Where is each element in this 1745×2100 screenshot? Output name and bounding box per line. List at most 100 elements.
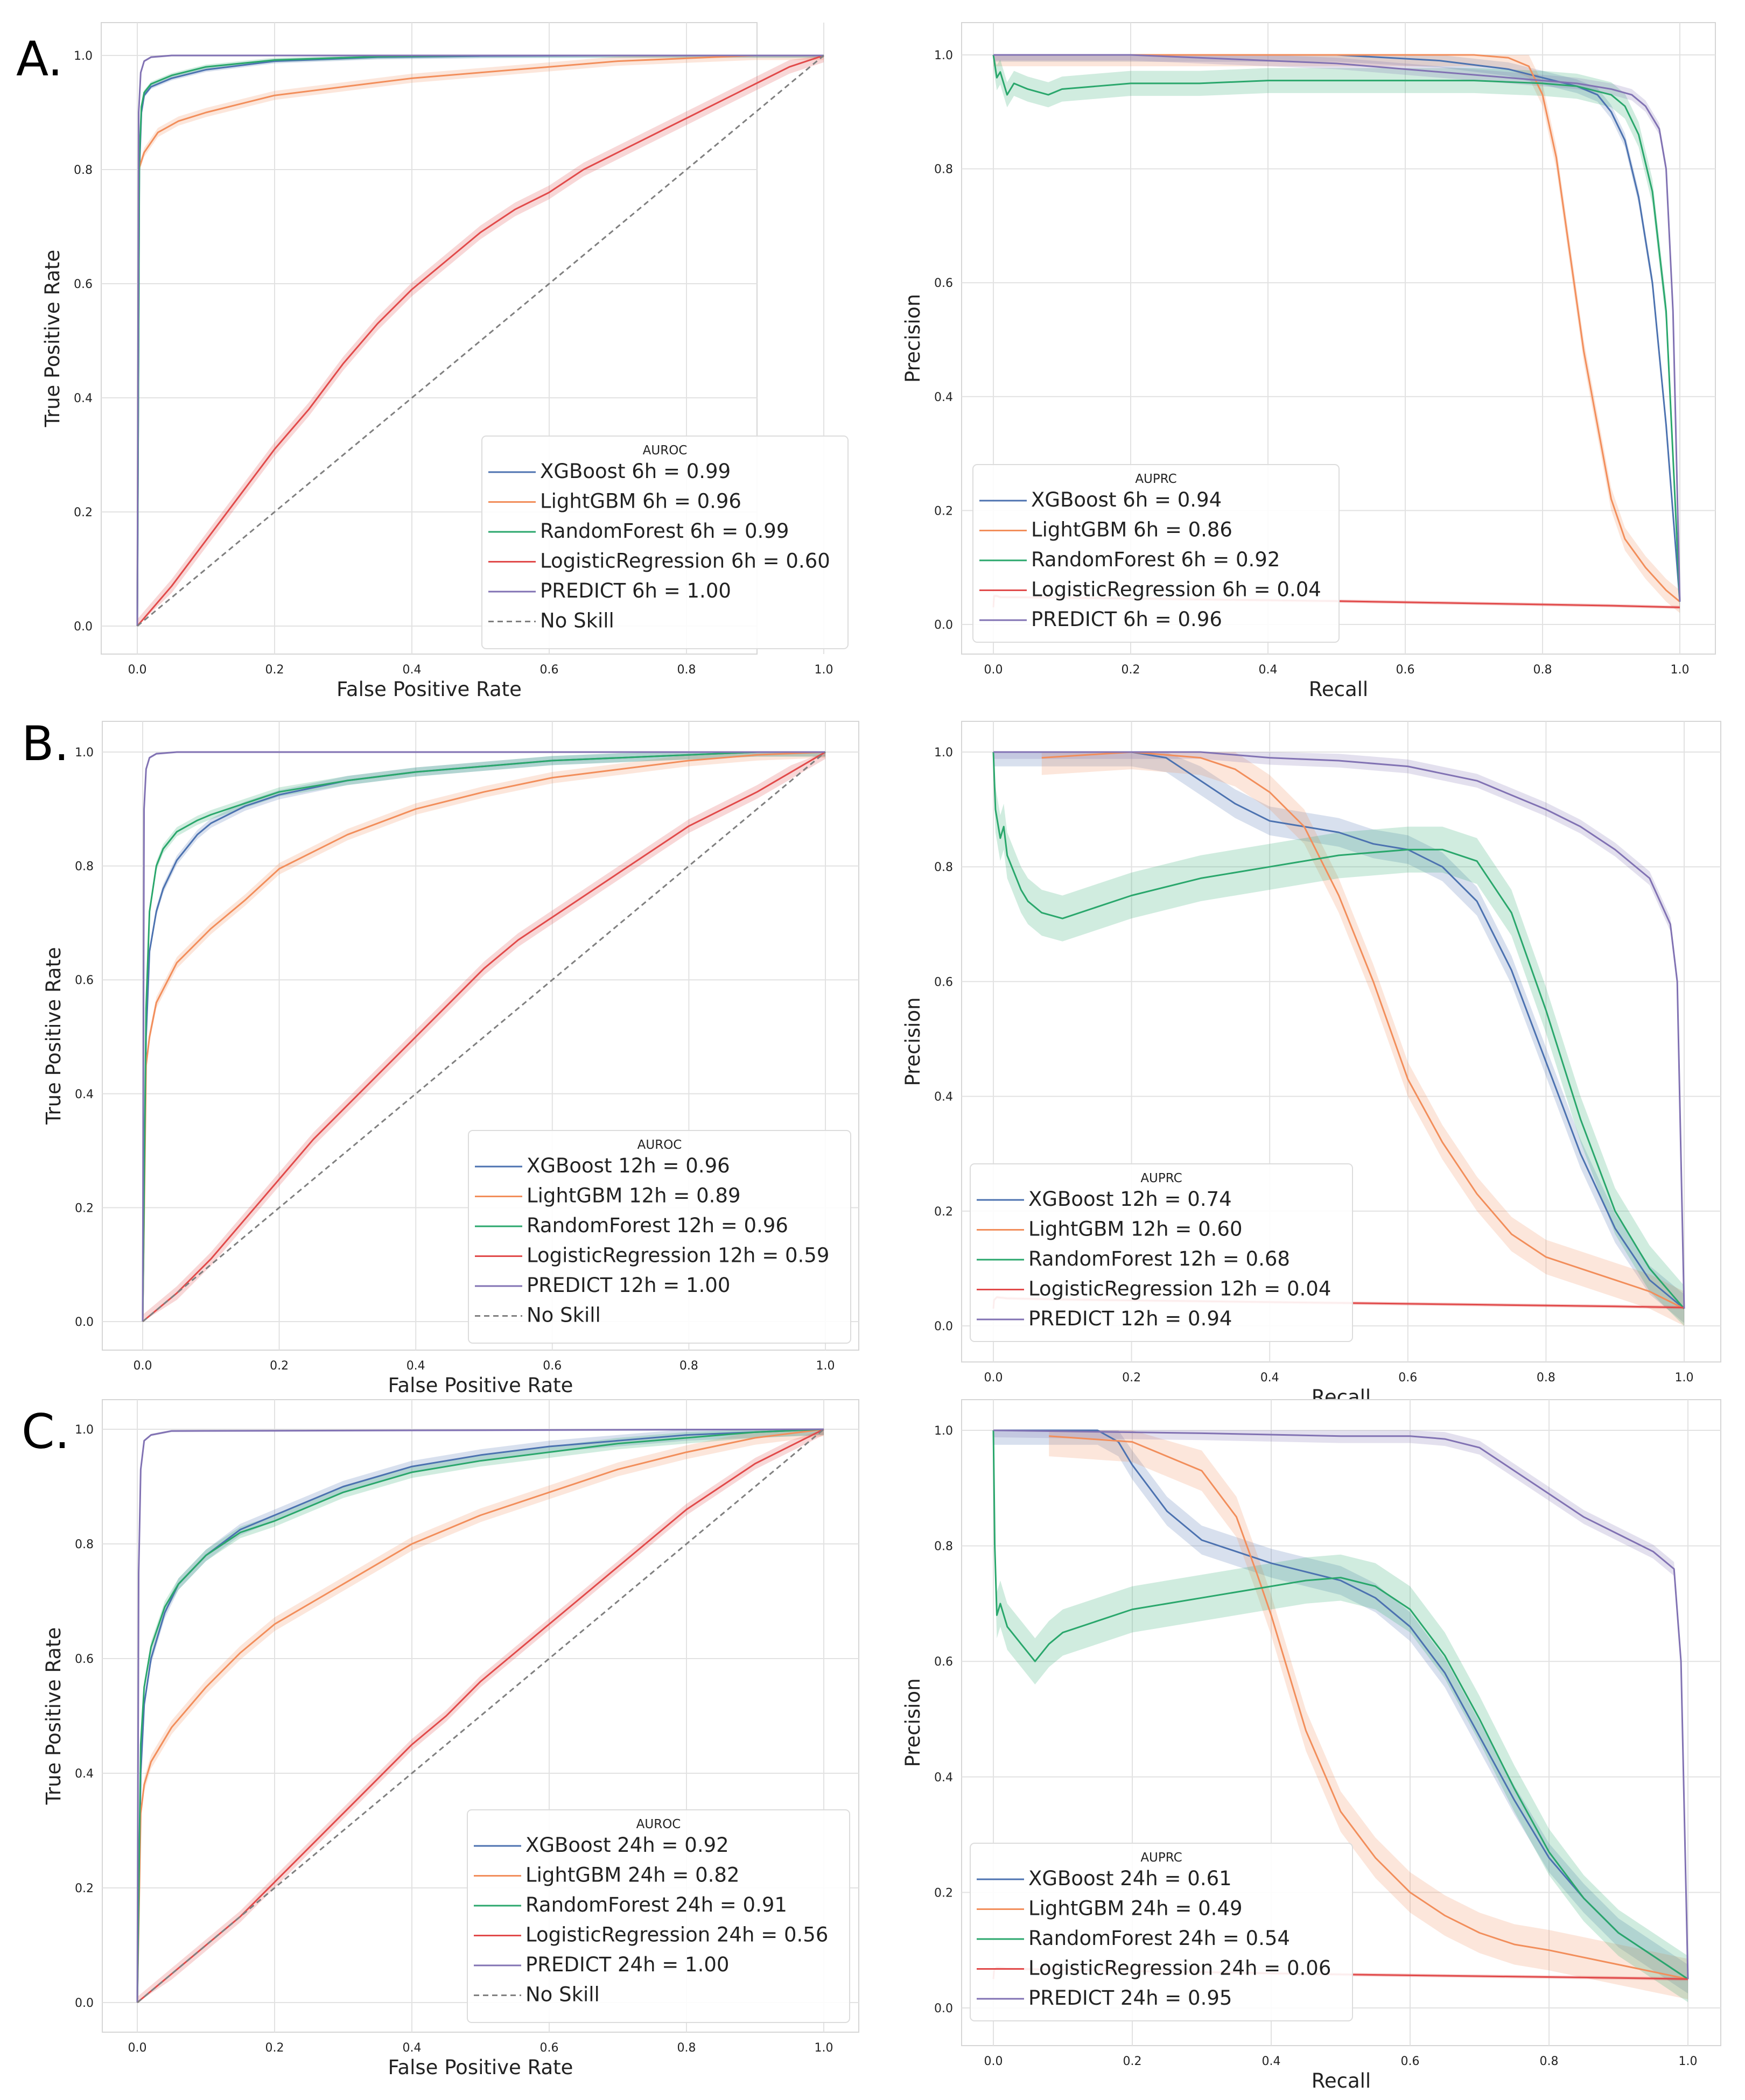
y-tick-label: 0.8 <box>75 1538 94 1551</box>
legend-title: AUROC <box>637 1138 682 1152</box>
x-axis-label: Recall <box>1309 678 1368 701</box>
x-tick-label: 0.8 <box>679 1359 698 1373</box>
panel-label-c: C. <box>22 1404 69 1459</box>
lightgbm-curve <box>136 1428 824 2003</box>
x-tick-label: 0.0 <box>984 1371 1003 1385</box>
legend-entry: No Skill <box>527 1304 601 1327</box>
legend-entry: PREDICT 12h = 1.00 <box>527 1274 730 1297</box>
x-tick-label: 0.2 <box>270 1359 289 1373</box>
y-axis-label: True Positive Rate <box>41 250 64 428</box>
legend-title: AUROC <box>643 444 688 458</box>
legend-entry: RandomForest 24h = 0.54 <box>1028 1927 1290 1950</box>
confidence-bands <box>143 752 825 1322</box>
legend-entry: PREDICT 6h = 0.96 <box>1031 608 1222 631</box>
legend: AUROC XGBoost 6h = 0.99 LightGBM 6h = 0.96… <box>481 436 849 649</box>
y-tick-label: 0.4 <box>934 391 953 404</box>
x-tick-label: 0.6 <box>543 1359 562 1373</box>
legend-entry: RandomForest 6h = 0.92 <box>1031 548 1280 571</box>
y-axis-label: Precision <box>901 997 924 1086</box>
logistic-curve <box>137 1428 824 2004</box>
lightgbm-curve <box>136 54 824 627</box>
y-tick-label: 0.2 <box>934 1205 953 1219</box>
predict-curve <box>136 54 824 627</box>
randomforest-curve-band <box>993 1430 1688 2003</box>
lightgbm-curve <box>1049 1435 1688 1980</box>
x-tick-label: 0.0 <box>984 663 1003 677</box>
x-axis-label: False Positive Rate <box>388 1374 573 1397</box>
x-tick-label: 0.0 <box>128 2041 147 2055</box>
y-tick-label: 0.4 <box>74 392 93 405</box>
x-tick-label: 0.0 <box>984 2055 1003 2068</box>
legend-entry: XGBoost 24h = 0.92 <box>525 1834 729 1857</box>
x-tick-label: 0.6 <box>1398 1371 1417 1385</box>
x-tick-label: 0.8 <box>677 2041 696 2055</box>
randomforest-curve-band <box>993 752 1684 1326</box>
legend-entry: No Skill <box>540 609 614 633</box>
legend-entry: XGBoost 6h = 0.99 <box>540 460 731 483</box>
y-tick-label: 0.6 <box>934 975 953 989</box>
y-axis-label: True Positive Rate <box>42 947 65 1125</box>
predict-curve <box>993 54 1681 602</box>
y-tick-label: 1.0 <box>75 746 94 760</box>
legend-box <box>972 464 1340 643</box>
legend-entry: LightGBM 12h = 0.89 <box>527 1184 741 1207</box>
y-tick-label: 0.6 <box>75 974 94 987</box>
x-tick-label: 0.6 <box>1401 2055 1420 2068</box>
y-tick-label: 0.2 <box>75 1202 94 1215</box>
predict-curve <box>993 1429 1689 1979</box>
legend-entry: RandomForest 6h = 0.99 <box>540 519 789 543</box>
panel-label-a: A. <box>16 31 63 87</box>
x-axis-label: False Positive Rate <box>388 2056 573 2079</box>
legend-title: AUPRC <box>1140 1171 1182 1185</box>
predict-curve <box>993 751 1685 1309</box>
x-tick-label: 1.0 <box>816 1359 835 1373</box>
y-tick-label: 0.8 <box>75 860 94 874</box>
x-tick-label: 0.6 <box>540 2041 559 2055</box>
legend-entry: No Skill <box>525 1983 600 2006</box>
lightgbm-curve <box>142 751 826 1322</box>
legend-entry: RandomForest 12h = 0.96 <box>527 1214 788 1237</box>
legend-box <box>970 1843 1353 2021</box>
y-tick-label: 0.8 <box>934 163 953 177</box>
x-tick-label: 0.2 <box>1122 663 1140 677</box>
y-tick-label: 1.0 <box>934 746 953 760</box>
no-skill-line <box>137 54 824 627</box>
xgboost-curve <box>993 54 1681 602</box>
y-tick-label: 0.6 <box>75 1653 94 1666</box>
y-tick-label: 0.0 <box>934 619 953 632</box>
y-tick-label: 1.0 <box>75 1423 94 1437</box>
legend: AUROC XGBoost 24h = 0.92 LightGBM 24h = 0.… <box>467 1809 850 2023</box>
x-tick-label: 1.0 <box>1679 2055 1698 2068</box>
randomforest-curve <box>992 1430 1688 1980</box>
x-tick-label: 0.4 <box>403 663 422 677</box>
xgboost-curve-band <box>993 1430 1688 1994</box>
xgboost-curve <box>136 1428 824 2003</box>
randomforest-curve <box>992 54 1681 602</box>
legend-entry: LightGBM 6h = 0.96 <box>540 490 741 513</box>
xgboost-curve-band <box>993 55 1680 609</box>
x-tick-label: 0.2 <box>1122 1371 1141 1385</box>
y-tick-label: 0.4 <box>75 1088 94 1101</box>
y-tick-label: 0.0 <box>75 1997 94 2010</box>
legend-entry: XGBoost 12h = 0.74 <box>1028 1188 1232 1211</box>
legend-entry: RandomForest 24h = 0.91 <box>525 1893 787 1916</box>
randomforest-curve <box>136 1428 824 2003</box>
y-tick-label: 0.2 <box>934 1886 953 1900</box>
logistic-curve-band <box>143 752 825 1322</box>
x-tick-label: 1.0 <box>1675 1371 1694 1385</box>
legend-entry: XGBoost 24h = 0.61 <box>1028 1867 1232 1890</box>
y-tick-label: 0.2 <box>75 1882 94 1895</box>
x-tick-label: 0.2 <box>265 663 284 677</box>
predict-curve <box>136 1428 824 2003</box>
chart-pr_24h: 0.0 0.0 0.2 0.2 0.4 0.4 0.6 0.6 0.8 0.8 1.0 1.0 Reca… <box>901 1399 1721 2092</box>
x-tick-label: 0.0 <box>134 1359 152 1373</box>
panel-label-b: B. <box>22 716 69 771</box>
no-skill-line <box>142 751 826 1323</box>
legend-entry: PREDICT 6h = 1.00 <box>540 579 731 602</box>
legend-entry: LogisticRegression 12h = 0.04 <box>1028 1277 1331 1301</box>
lightgbm-curve-band <box>1041 752 1684 1326</box>
randomforest-curve <box>142 751 825 1322</box>
y-axis-label: Precision <box>901 294 924 383</box>
y-tick-label: 0.0 <box>934 2002 953 2015</box>
legend-entry: LogisticRegression 6h = 0.60 <box>540 550 830 573</box>
